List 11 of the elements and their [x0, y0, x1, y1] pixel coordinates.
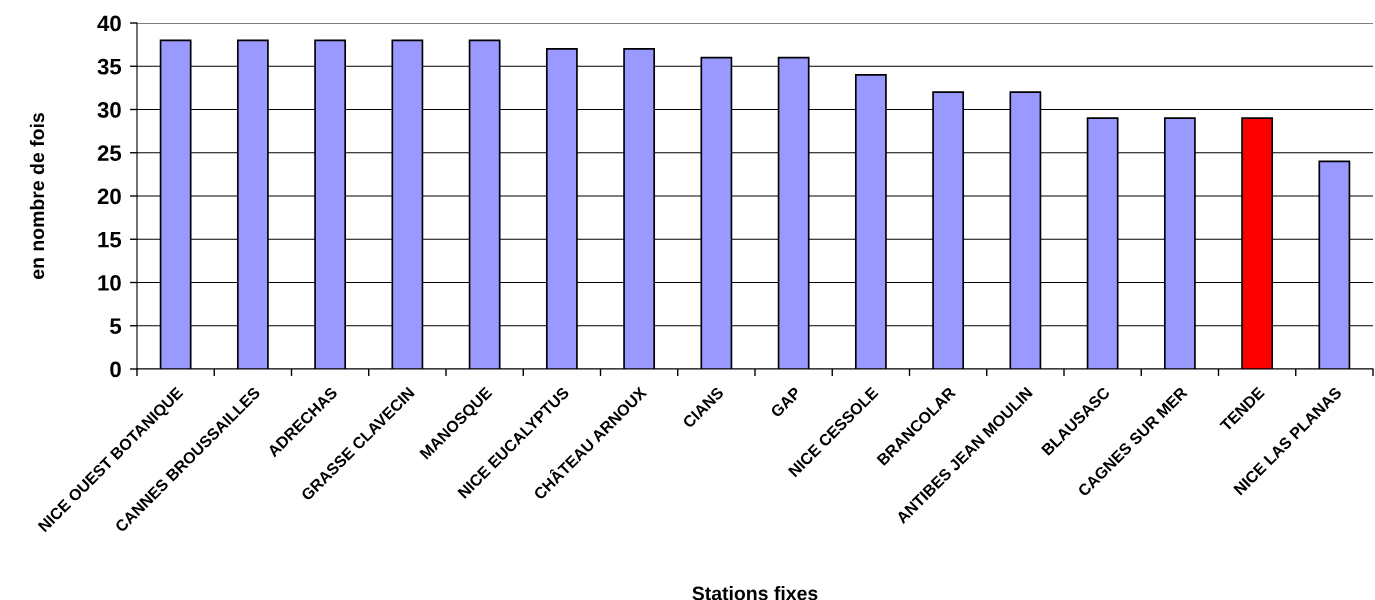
y-tick-label: 30: [97, 102, 121, 118]
y-tick-label: 0: [110, 361, 121, 378]
y-tick-label: 10: [98, 275, 121, 291]
y-tick-label: 15: [98, 232, 122, 248]
y-tick-label: 20: [97, 188, 121, 205]
y-axis-title: en nombre de fois: [29, 113, 45, 279]
y-tick-label: 40: [97, 15, 121, 32]
y-tick-label: 25: [97, 145, 122, 162]
y-tick-label: 35: [97, 58, 122, 75]
y-tick-label: 5: [110, 318, 122, 335]
x-axis-title: Stations fixes: [692, 586, 818, 600]
